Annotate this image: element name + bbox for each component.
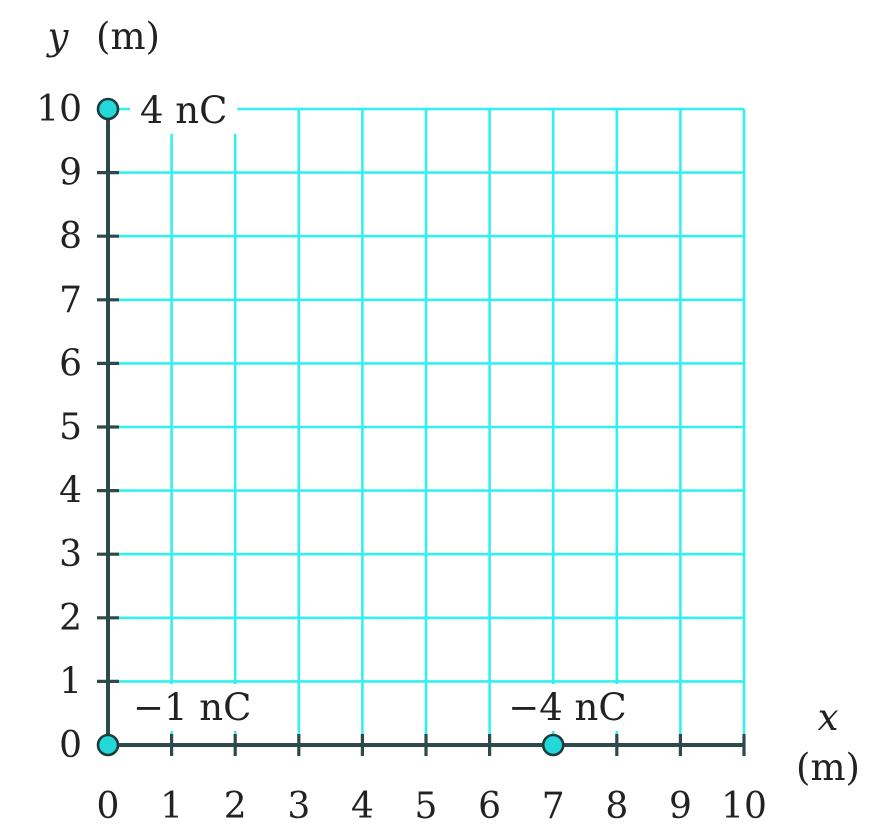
axis-titles: y (m) x (m) <box>46 15 860 789</box>
charge-label: −4 nC <box>508 686 626 729</box>
x-axis-symbol: x <box>818 696 839 739</box>
x-axis-unit: (m) <box>796 746 860 789</box>
y-tick-label: 0 <box>59 725 82 766</box>
x-tick-label: 1 <box>160 786 183 827</box>
charge-point <box>96 97 120 121</box>
charge-point <box>541 733 565 757</box>
charge-label: 4 nC <box>140 89 227 132</box>
x-tick-label: 8 <box>605 786 628 827</box>
charge-label-backing <box>498 684 637 731</box>
y-axis-unit: (m) <box>96 15 160 58</box>
y-tick-label: 2 <box>59 598 82 639</box>
x-tick-label: 5 <box>415 786 438 827</box>
y-tick-label: 5 <box>59 407 82 448</box>
x-tick-label: 7 <box>542 786 565 827</box>
y-tick-label: 9 <box>59 153 82 194</box>
charge-point <box>96 733 120 757</box>
charge-label: −1 nC <box>133 686 251 729</box>
x-tick-label: 2 <box>224 786 247 827</box>
charge-label-backing <box>123 684 262 731</box>
y-axis-symbol: y <box>46 15 70 58</box>
x-tick-label: 0 <box>97 786 120 827</box>
y-tick-label: 8 <box>59 216 82 257</box>
y-tick-label: 6 <box>59 343 82 384</box>
x-tick-label: 9 <box>669 786 692 827</box>
grid <box>108 107 746 745</box>
x-tick-label: 4 <box>351 786 374 827</box>
x-tick-label: 3 <box>287 786 310 827</box>
charges: 4 nC −1 nC −4 nC <box>96 89 627 757</box>
y-tick-label: 4 <box>59 471 82 512</box>
y-tick-label: 10 <box>36 89 82 130</box>
x-tick-label: 10 <box>721 786 767 827</box>
y-tick-label: 1 <box>59 661 82 702</box>
y-tick-label: 3 <box>59 534 82 575</box>
label-backgrounds <box>123 87 637 731</box>
x-tick-label: 6 <box>478 786 501 827</box>
y-tick-label: 7 <box>59 280 82 321</box>
charge-label-backing <box>130 87 238 134</box>
axes <box>97 107 746 756</box>
